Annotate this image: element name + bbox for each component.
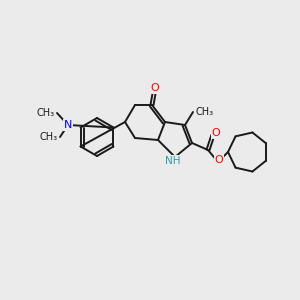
Text: CH₃: CH₃ <box>195 107 213 117</box>
Text: NH: NH <box>165 156 181 166</box>
Text: N: N <box>64 120 72 130</box>
Text: O: O <box>151 83 159 93</box>
Text: CH₃: CH₃ <box>40 132 58 142</box>
Text: O: O <box>214 155 224 165</box>
Text: O: O <box>212 128 220 138</box>
Text: CH₃: CH₃ <box>37 108 55 118</box>
